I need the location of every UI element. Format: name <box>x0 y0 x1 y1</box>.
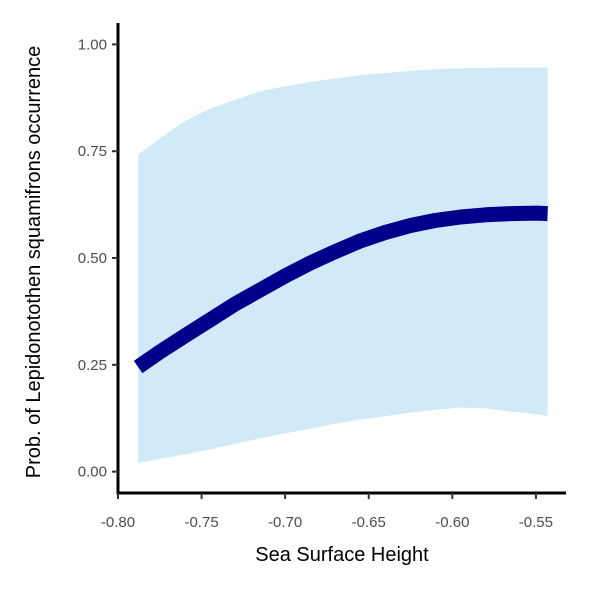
fitted-probability-line <box>133 205 548 374</box>
confidence-band <box>138 67 548 464</box>
confidence-band-layer <box>138 67 548 464</box>
x-axis-title: Sea Surface Height <box>255 544 429 566</box>
y-tick-label: 1.00 <box>78 36 107 53</box>
y-axis-title: Prob. of Lepidonotothen squamifrons occu… <box>23 46 45 479</box>
fitted-line-layer <box>133 205 548 374</box>
y-tick-label: 0.75 <box>78 143 107 160</box>
y-tick-label: 0.00 <box>78 464 107 481</box>
axes: 0.00 0.25 0.50 0.75 1.00 -0.80 -0.75 -0.70 -0.65… <box>78 23 566 531</box>
x-tick-label: -0.80 <box>101 514 135 531</box>
x-tick-label: -0.65 <box>352 514 386 531</box>
y-tick-label: 0.25 <box>78 357 107 374</box>
x-tick-label: -0.75 <box>184 514 218 531</box>
x-tick-label: -0.70 <box>268 514 302 531</box>
y-tick-label: 0.50 <box>78 250 107 267</box>
x-tick-label: -0.55 <box>519 514 553 531</box>
x-tick-label: -0.60 <box>435 514 469 531</box>
